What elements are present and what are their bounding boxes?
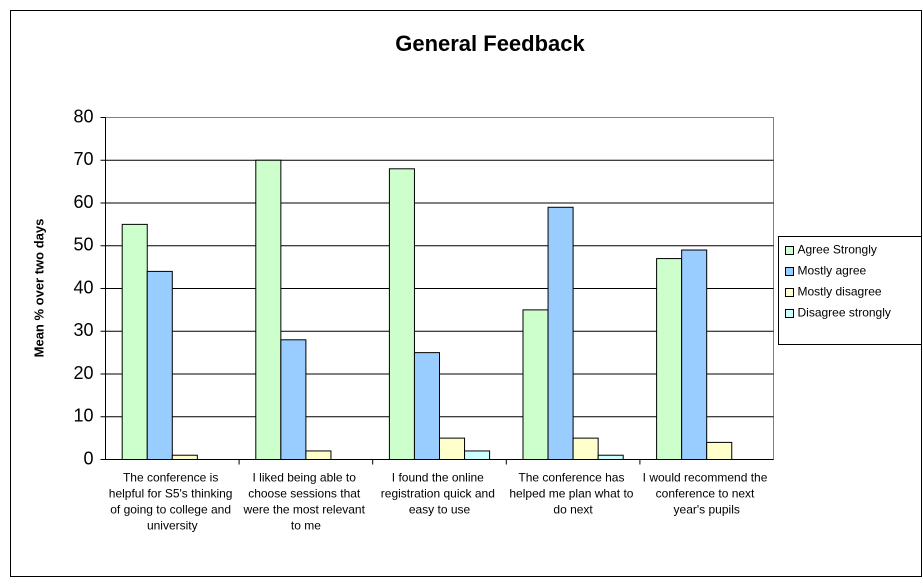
y-tick-label: 50 [73, 235, 93, 255]
y-tick-label: 30 [73, 320, 93, 340]
bar [597, 454, 624, 461]
y-axis-label: Mean % over two days [31, 219, 46, 358]
bar [255, 159, 282, 460]
bar [305, 450, 332, 461]
bar [439, 437, 466, 460]
bar [681, 249, 708, 460]
x-tick-label: I found the online registration quick an… [381, 471, 498, 517]
y-tick-label: 0 [83, 448, 93, 468]
y-tick-label: 40 [73, 277, 93, 297]
x-tick-label: I would recommend the conference to next… [643, 471, 771, 517]
legend-swatch [785, 309, 794, 318]
y-tick-label: 60 [73, 192, 93, 212]
x-tick-label: The conference has helped me plan what t… [509, 471, 636, 517]
x-tick-label: The conference is helpful for S5's think… [109, 471, 236, 533]
legend-label: Disagree strongly [798, 306, 891, 320]
y-tick-label: 20 [73, 363, 93, 383]
x-tick-label: I liked being able to choose sessions th… [243, 471, 369, 533]
bar [388, 168, 415, 461]
bar [547, 206, 574, 460]
bar [146, 270, 173, 460]
bar [171, 454, 198, 461]
legend-label: Mostly disagree [798, 285, 882, 299]
legend-swatch [785, 267, 794, 276]
legend-label: Agree Strongly [798, 243, 877, 257]
bar [464, 450, 491, 461]
bar [706, 441, 733, 460]
bar [656, 258, 683, 461]
bar [280, 339, 307, 460]
chart-title: General Feedback [395, 31, 585, 56]
bar [413, 352, 441, 460]
bar [522, 309, 549, 460]
bar [572, 437, 599, 460]
y-tick-label: 10 [73, 406, 93, 426]
y-tick-label: 80 [73, 106, 93, 126]
legend-swatch [785, 246, 794, 255]
bar [121, 223, 148, 460]
legend-swatch [785, 288, 794, 297]
y-tick-label: 70 [73, 149, 93, 169]
legend-label: Mostly agree [798, 264, 867, 278]
legend-box [778, 236, 922, 345]
